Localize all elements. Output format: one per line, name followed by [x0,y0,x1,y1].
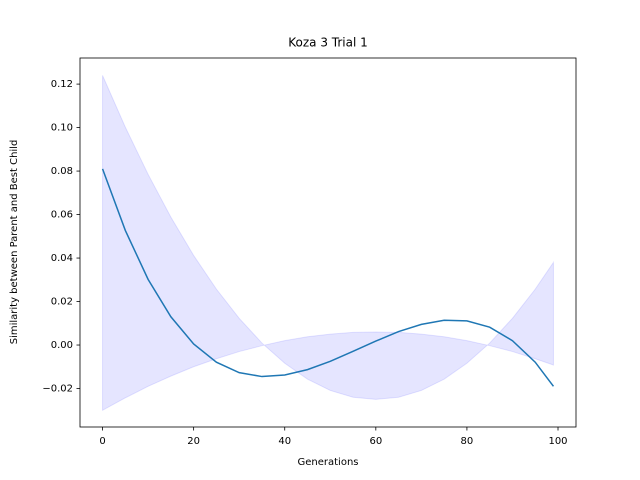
y-tick-label: −0.02 [42,384,73,395]
x-axis-label: Generations [298,457,359,468]
x-tick-label: 20 [187,436,200,447]
x-tick-label: 80 [461,436,474,447]
y-tick-label: 0.04 [51,253,73,264]
plot-frame [79,57,577,428]
y-tick-label: 0.10 [51,123,73,134]
x-tick-label: 100 [548,436,567,447]
y-tick-label: 0.12 [51,79,73,90]
y-tick-label: 0.06 [51,210,73,221]
y-tick-label: 0.02 [51,297,73,308]
x-tick-label: 40 [278,436,291,447]
x-tick-label: 60 [369,436,382,447]
y-tick-label: 0.00 [51,340,73,351]
line [101,168,555,387]
chart-title: Koza 3 Trial 1 [288,36,368,50]
y-axis-label: Similarity between Parent and Best Child [9,140,20,345]
y-tick-label: 0.08 [51,166,73,177]
x-tick-label: 0 [99,436,105,447]
confidence-band [102,75,554,412]
